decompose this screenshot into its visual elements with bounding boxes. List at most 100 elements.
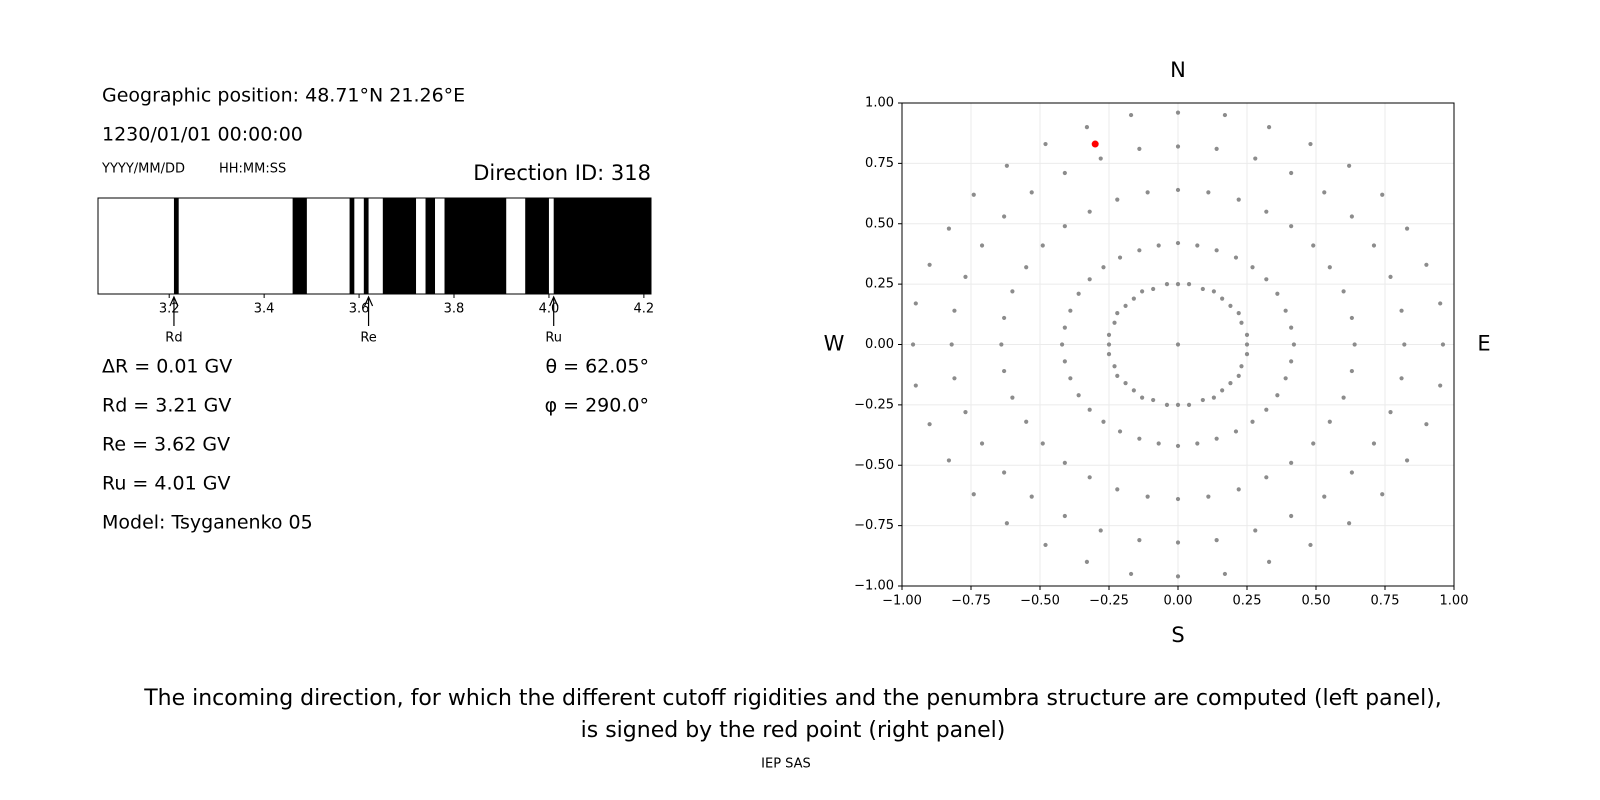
direction-point: [1228, 303, 1233, 308]
direction-point: [1115, 373, 1120, 378]
direction-point: [946, 458, 952, 463]
direction-point: [1236, 197, 1241, 202]
direction-point: [1115, 311, 1120, 316]
result: Rd = 3.21 GV: [102, 395, 231, 417]
model: Model: Tsyganenko 05: [102, 512, 313, 534]
x-tick-label: 3.8: [444, 302, 465, 317]
direction-point: [1211, 289, 1216, 294]
direction-point: [1399, 376, 1404, 381]
date-format: YYYY/MM/DD: [101, 162, 185, 177]
direction-point: [999, 342, 1004, 347]
direction-point: [1440, 342, 1446, 347]
direction-point: [1010, 395, 1015, 400]
x-tick-label: 3.4: [254, 302, 275, 317]
compass-label: E: [1477, 332, 1490, 356]
direction-point: [1322, 190, 1327, 195]
theta: θ = 62.05°: [545, 356, 649, 378]
direction-point: [1308, 542, 1313, 548]
x-tick-label: 3.6: [349, 302, 370, 317]
x-tick-label: 0.75: [1371, 594, 1400, 609]
direction-point: [1145, 190, 1150, 195]
y-tick-label: 0.00: [865, 337, 894, 352]
direction-point: [1059, 342, 1065, 347]
direction-point: [1164, 402, 1170, 407]
direction-point: [1200, 286, 1205, 292]
direction-point: [1131, 296, 1136, 301]
direction-point: [1214, 436, 1219, 441]
direction-point: [1399, 308, 1404, 313]
direction-point: [1195, 441, 1200, 446]
direction-point: [1062, 170, 1067, 176]
direction-point: [1233, 255, 1239, 260]
compass-label: W: [824, 332, 845, 356]
x-tick-label: −0.25: [1089, 594, 1129, 609]
direction-point: [1214, 538, 1219, 543]
direction-point: [913, 383, 918, 388]
direction-point: [1175, 240, 1181, 246]
chart-title: Direction ID: 318: [473, 161, 651, 185]
direction-point: [1404, 458, 1410, 463]
forbidden-band: [173, 198, 179, 294]
direction-point: [1002, 214, 1007, 219]
direction-point: [1253, 528, 1258, 533]
marker-arrowhead: [169, 295, 179, 307]
direction-point: [1024, 265, 1029, 270]
direction-point: [1004, 163, 1009, 168]
direction-point: [1186, 282, 1192, 287]
direction-point: [952, 376, 957, 381]
direction-point: [1283, 308, 1288, 313]
direction-point: [1062, 359, 1067, 364]
compass-label: S: [1171, 623, 1184, 647]
direction-point: [1137, 436, 1142, 441]
direction-point: [971, 192, 976, 197]
direction-point: [1322, 494, 1327, 499]
direction-point: [1195, 243, 1200, 248]
direction-point: [1291, 342, 1297, 347]
direction-point: [1347, 521, 1352, 526]
direction-point: [1341, 395, 1346, 400]
direction-point: [1289, 325, 1294, 330]
direction-point: [1352, 342, 1357, 347]
direction-point: [949, 342, 954, 347]
direction-point: [1098, 528, 1103, 533]
direction-point: [1087, 407, 1092, 412]
direction-point: [1250, 265, 1255, 270]
result: Re = 3.62 GV: [102, 434, 230, 456]
direction-point: [1062, 460, 1067, 465]
direction-point: [952, 308, 957, 313]
direction-point: [1002, 368, 1007, 374]
direction-point: [1380, 492, 1385, 497]
direction-point: [1115, 197, 1120, 202]
direction-point: [1264, 475, 1269, 480]
direction-point: [1380, 192, 1385, 197]
direction-point: [1289, 170, 1294, 176]
direction-point: [1128, 571, 1134, 577]
direction-point: [1140, 289, 1145, 294]
direction-point: [1106, 352, 1112, 357]
result: Ru = 4.01 GV: [102, 473, 230, 495]
direction-point: [1371, 243, 1377, 248]
direction-point: [946, 226, 952, 231]
direction-point: [1101, 265, 1106, 270]
forbidden-band: [444, 198, 507, 294]
direction-point: [1151, 286, 1156, 292]
direction-point: [1084, 125, 1090, 130]
forbidden-band: [382, 198, 417, 294]
direction-point: [1117, 429, 1123, 434]
x-tick-label: −0.50: [1020, 594, 1060, 609]
direction-point: [1112, 364, 1117, 369]
direction-point: [1438, 383, 1443, 388]
direction-point: [1062, 224, 1067, 229]
y-tick-label: 0.50: [865, 216, 894, 231]
direction-point: [1220, 388, 1225, 393]
direction-point: [1098, 156, 1103, 161]
direction-point: [1222, 112, 1228, 118]
y-tick-label: −0.75: [854, 518, 894, 533]
marker-arrowhead: [549, 295, 559, 307]
x-tick-label: 1.00: [1440, 594, 1469, 609]
direction-point: [1349, 315, 1354, 321]
direction-point: [1029, 494, 1034, 499]
direction-point: [1062, 513, 1067, 519]
x-tick-label: 0.50: [1302, 594, 1331, 609]
direction-point: [1076, 393, 1081, 398]
